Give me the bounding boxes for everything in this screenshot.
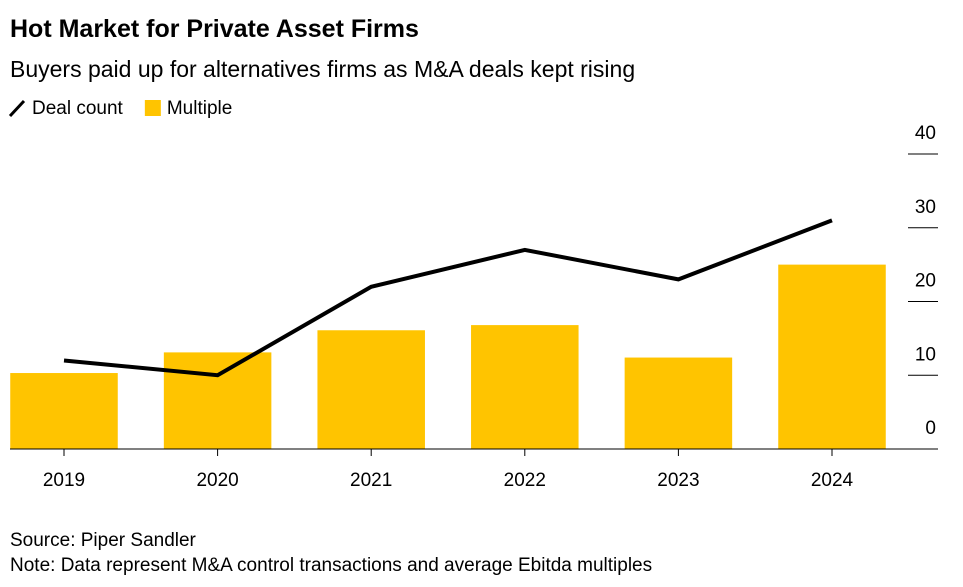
x-tick-label: 2024 [811,470,854,491]
note: Note: Data represent M&A control transac… [10,555,652,576]
line [63,218,833,378]
bar [471,325,579,449]
x-tick-label: 2021 [350,470,392,491]
y-tick-label: 20 [915,271,936,292]
chart-title: Hot Market for Private Asset Firms [10,15,419,43]
bar [317,330,425,449]
chart-subtitle: Buyers paid up for alternatives firms as… [10,56,635,82]
x-tick-label: 2023 [657,470,699,491]
bar [778,264,886,449]
y-tick-label: 40 [915,123,936,144]
y-tick-label: 30 [915,197,936,218]
x-tick-label: 2020 [196,470,238,491]
source: Source: Piper Sandler [10,530,197,551]
bar [624,357,733,449]
x-tick-label: 2019 [43,470,85,491]
legend-swatch [144,100,161,116]
legend-label: Deal count [32,98,124,119]
y-tick-label: 10 [915,344,936,365]
bar [163,352,272,449]
y-tick-label: 0 [925,418,936,439]
x-tick-label: 2022 [504,470,546,491]
legend-label: Multiple [167,98,232,119]
legend-line-icon [8,99,26,118]
bar [10,373,118,449]
